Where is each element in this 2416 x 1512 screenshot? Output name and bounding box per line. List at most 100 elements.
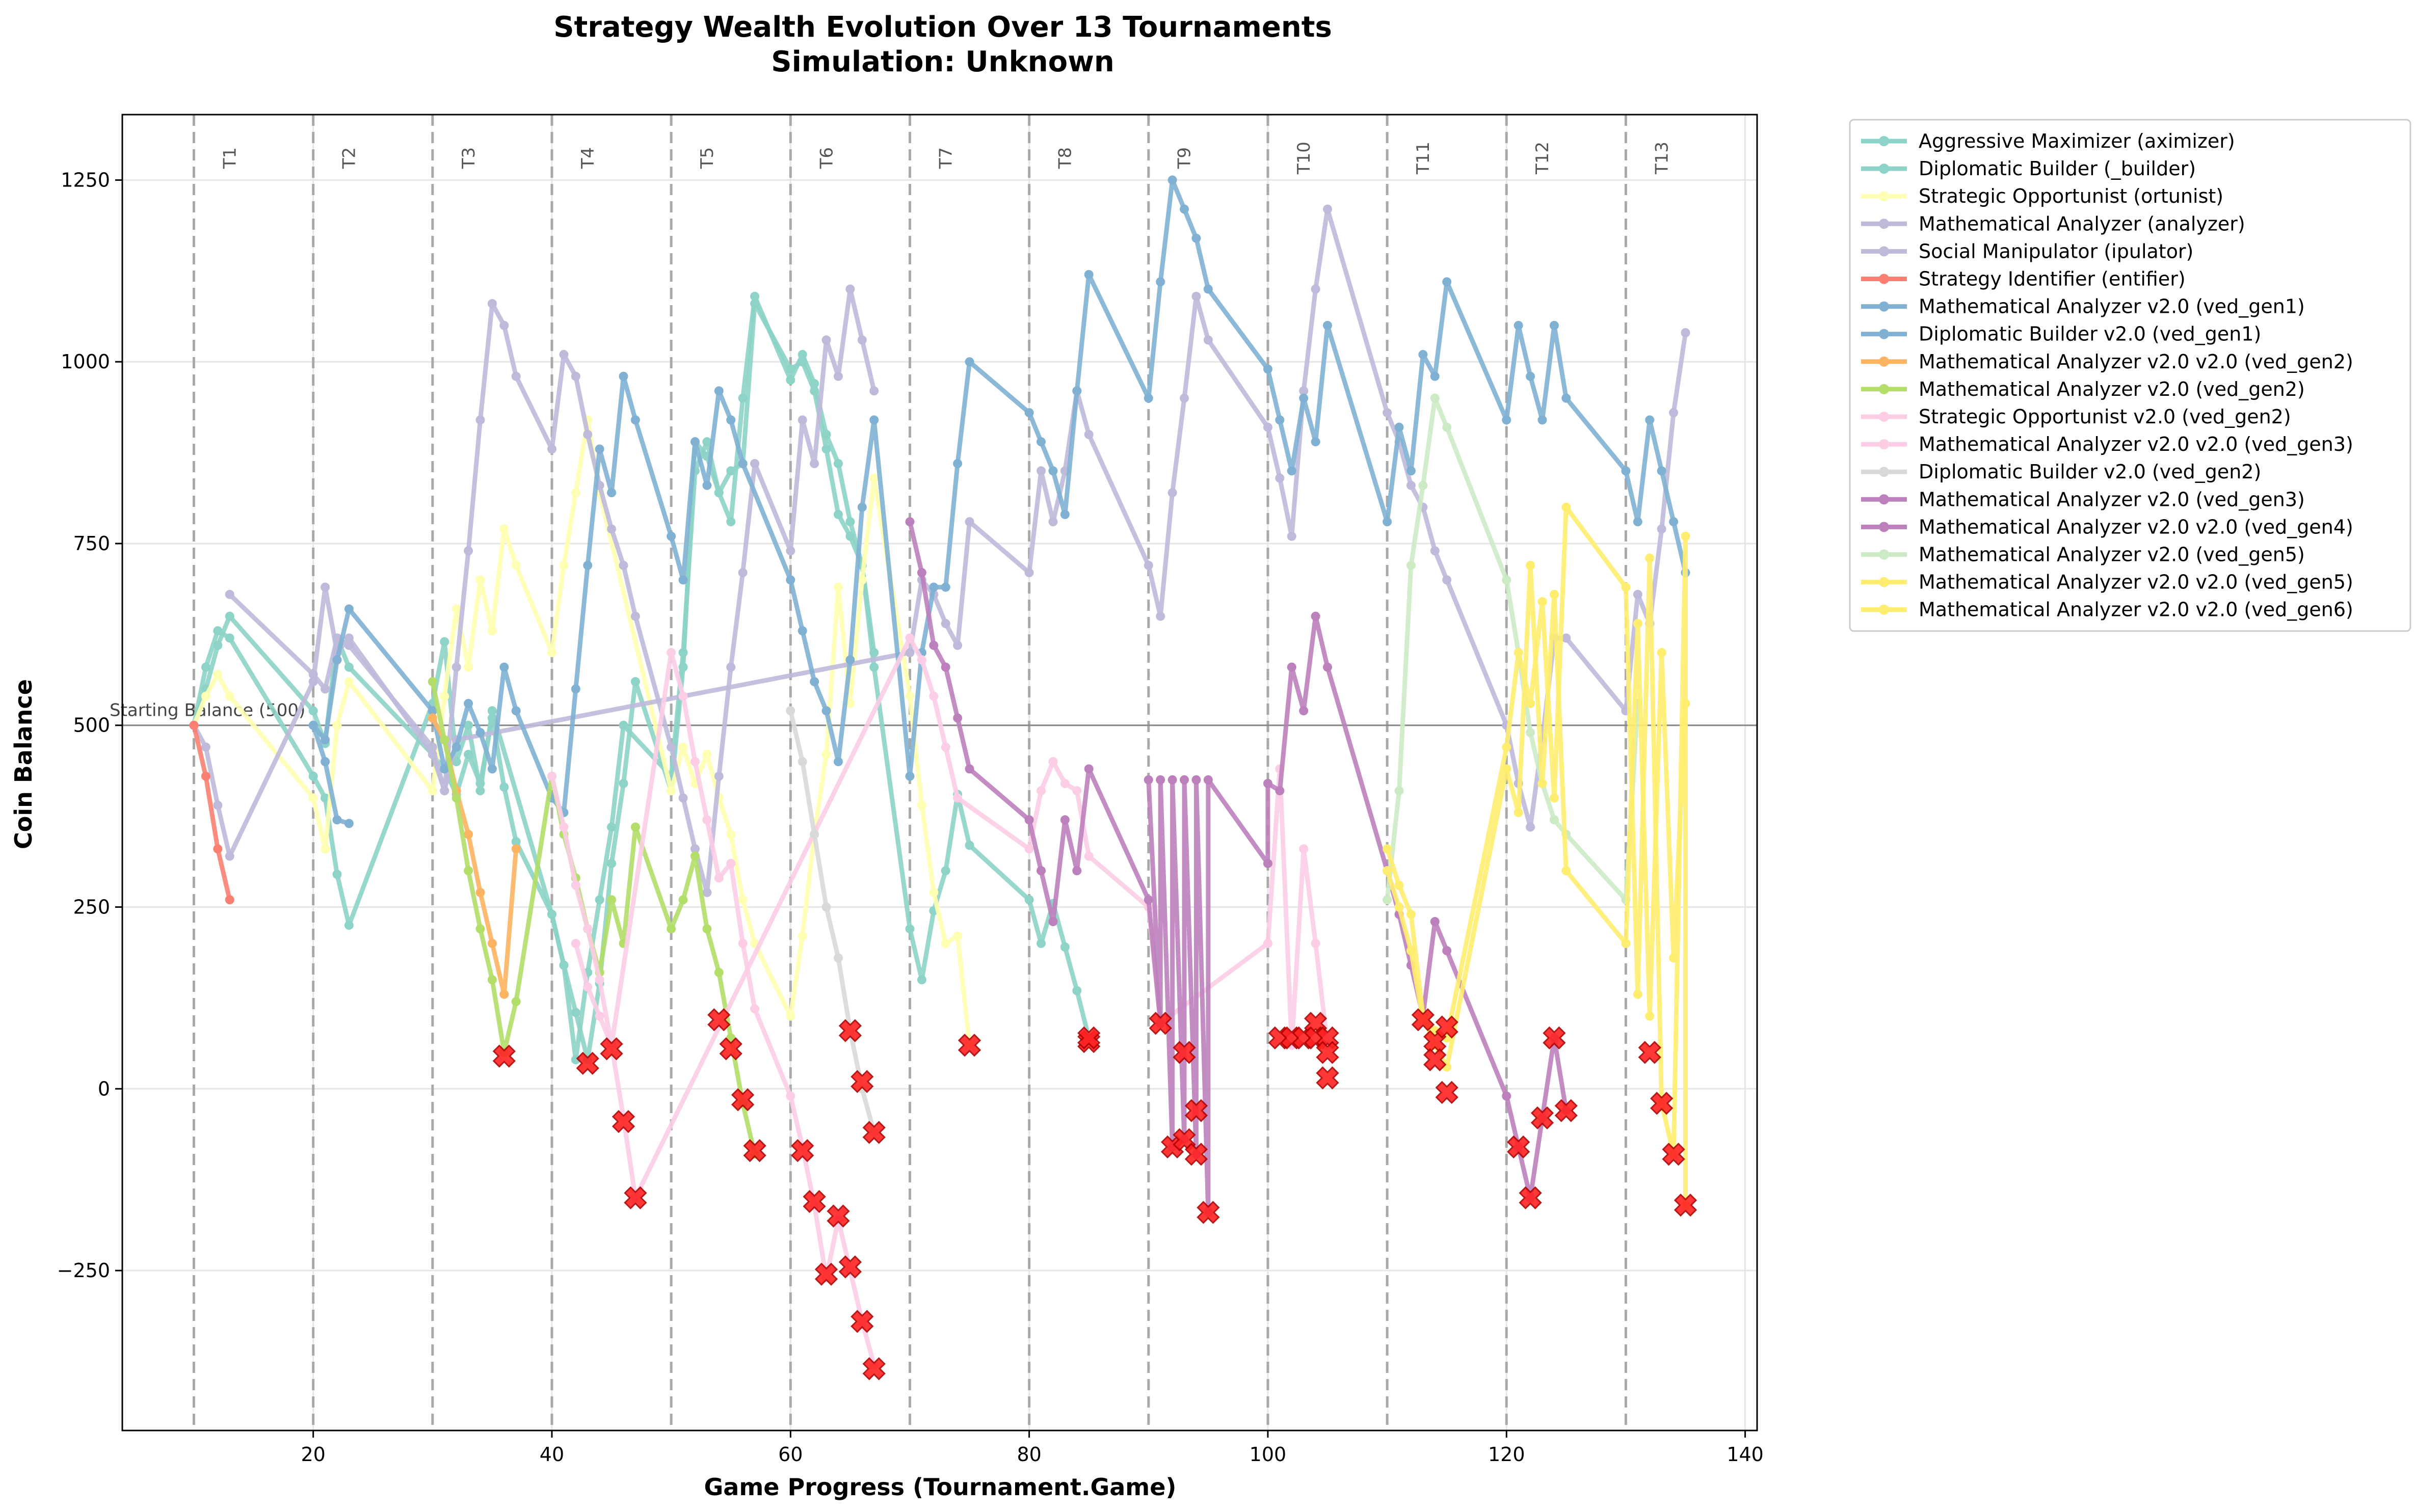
data-point (1681, 531, 1690, 541)
data-point (595, 895, 604, 905)
x-tick-label: 140 (1727, 1443, 1764, 1466)
elimination-marker (624, 1186, 647, 1209)
legend-label: Mathematical Analyzer v2.0 (ved_gen5) (1919, 544, 2305, 566)
data-point (726, 662, 736, 672)
tournament-label: T4 (578, 147, 598, 169)
data-point (798, 357, 807, 367)
data-point (344, 819, 354, 828)
data-point (1156, 611, 1165, 621)
data-point (559, 349, 569, 359)
data-point (464, 662, 473, 672)
y-axis-ticks: −250 0 250 500 750 1000 1250 (57, 169, 122, 1282)
data-point (1275, 473, 1285, 483)
legend-marker (1879, 164, 1889, 174)
data-point (857, 575, 867, 585)
data-point (571, 371, 580, 381)
series-4 (189, 284, 879, 897)
data-point (630, 822, 640, 832)
data-point (821, 902, 831, 912)
data-point (344, 633, 354, 643)
data-point (1191, 291, 1201, 301)
elimination-marker (1507, 1135, 1530, 1159)
data-point (1633, 618, 1642, 628)
y-tick-label: 1250 (61, 169, 110, 191)
data-point (714, 967, 724, 977)
data-point (452, 742, 461, 752)
data-point (487, 764, 497, 774)
data-point (1502, 742, 1511, 752)
data-point (1323, 204, 1333, 214)
data-point (475, 728, 485, 738)
data-point (1561, 866, 1571, 876)
data-point (690, 851, 700, 861)
data-point (189, 720, 199, 730)
legend-label: Diplomatic Builder v2.0 (ved_gen2) (1919, 461, 2261, 483)
data-point (1311, 611, 1320, 621)
data-point (321, 844, 330, 854)
data-point (1311, 437, 1320, 447)
data-point (344, 640, 354, 650)
data-point (786, 1011, 795, 1021)
data-point (1037, 786, 1046, 796)
data-point (487, 626, 497, 636)
data-point (1406, 946, 1416, 956)
data-point (821, 444, 831, 454)
data-point (1526, 822, 1535, 832)
data-point (321, 793, 330, 803)
data-point (475, 786, 485, 796)
tournament-label: T6 (816, 147, 837, 169)
data-point (571, 1008, 580, 1017)
series-line (192, 417, 972, 1046)
data-point (1037, 437, 1046, 447)
data-point (1167, 775, 1177, 785)
y-tick-label: −250 (57, 1259, 110, 1282)
data-point (702, 815, 712, 825)
data-point (929, 640, 939, 650)
data-point (1394, 902, 1404, 912)
data-point (619, 720, 628, 730)
data-point (798, 931, 807, 941)
y-tick-label: 250 (73, 896, 110, 919)
legend-marker (1879, 274, 1889, 284)
data-point (201, 742, 210, 752)
x-tick-label: 40 (540, 1443, 564, 1466)
data-point (499, 320, 509, 330)
data-point (1299, 706, 1309, 716)
legend-item: Mathematical Analyzer v2.0 (ved_gen1) (1861, 295, 2305, 318)
elimination-marker (1638, 1041, 1661, 1064)
data-point (1442, 422, 1452, 432)
data-point (475, 575, 485, 585)
elimination-marker (707, 1008, 731, 1032)
elimination-marker (814, 1262, 838, 1286)
legend-item: Mathematical Analyzer v2.0 v2.0 (ved_gen… (1861, 433, 2353, 455)
elimination-marker (1411, 1008, 1435, 1032)
data-point (428, 786, 437, 796)
data-point (929, 887, 939, 897)
data-point (1549, 589, 1559, 599)
data-point (308, 669, 318, 679)
data-point (726, 858, 736, 868)
legend-item: Mathematical Analyzer v2.0 (ved_gen2) (1861, 378, 2305, 400)
legend-item: Diplomatic Builder v2.0 (ved_gen1) (1861, 323, 2261, 345)
data-point (1263, 422, 1272, 432)
data-point (1048, 466, 1058, 476)
data-point (511, 706, 521, 716)
data-point (1144, 560, 1153, 570)
data-point (583, 429, 593, 439)
data-point (1537, 597, 1547, 607)
data-point (1418, 480, 1428, 490)
data-point (1430, 393, 1440, 403)
series-line (1146, 614, 1569, 1215)
data-point (595, 975, 604, 985)
data-point (1621, 466, 1631, 476)
elimination-marker (1316, 1066, 1339, 1090)
data-point (1526, 371, 1535, 381)
elimination-marker (719, 1037, 742, 1061)
tournament-label: T9 (1175, 147, 1195, 169)
legend-marker (1879, 329, 1889, 339)
data-point (1633, 989, 1642, 999)
data-point (798, 349, 807, 359)
data-point (1561, 502, 1571, 512)
series-line (311, 724, 350, 826)
legend-marker (1879, 136, 1889, 146)
